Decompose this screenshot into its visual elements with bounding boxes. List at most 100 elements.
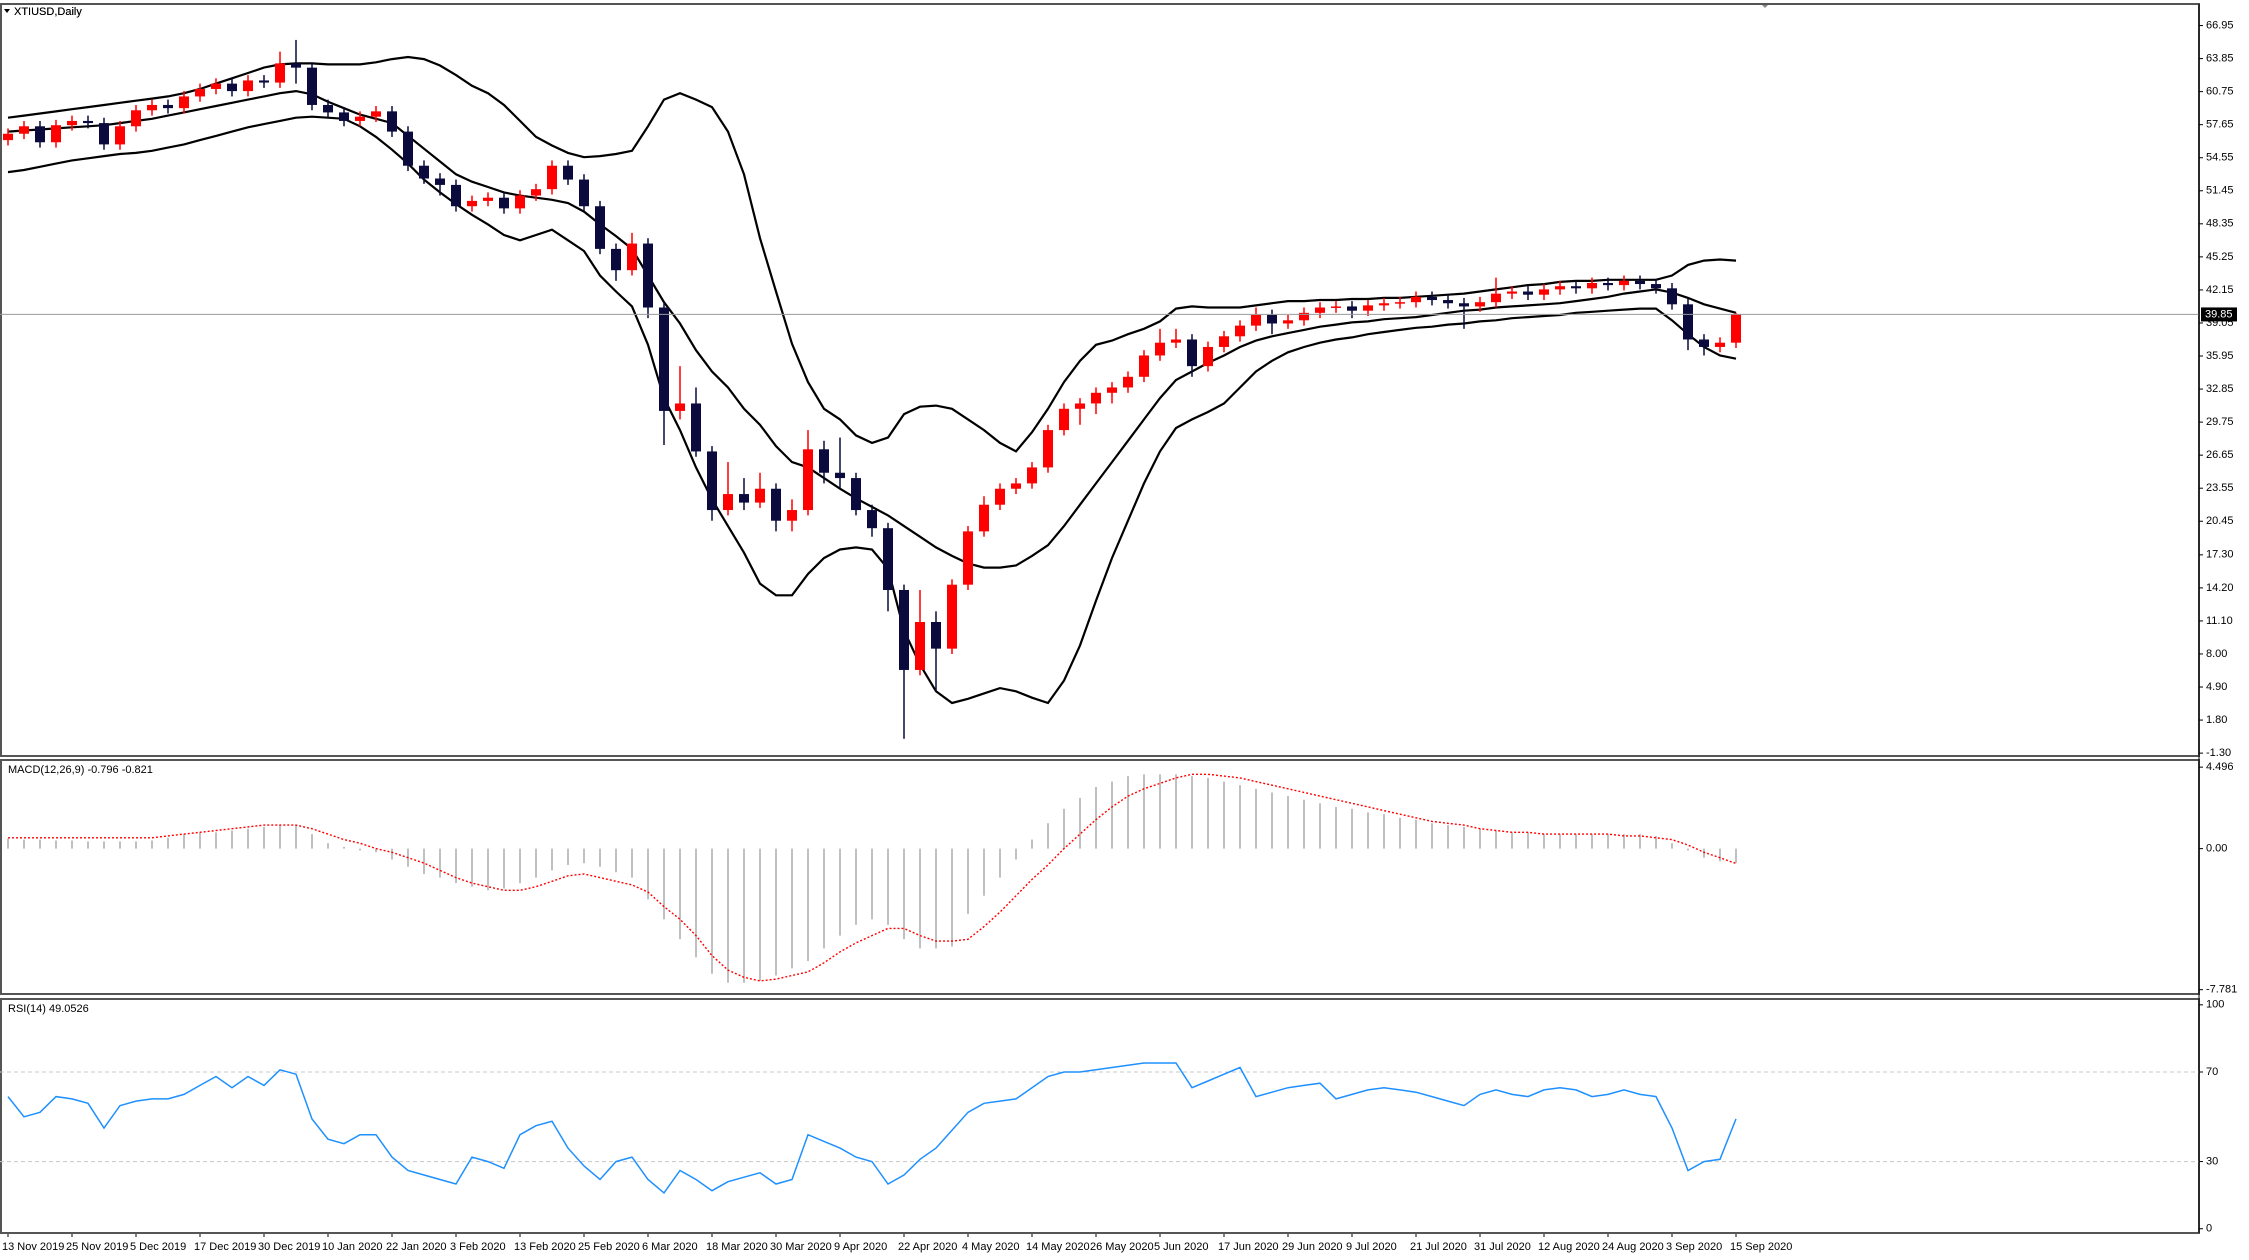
candle-body — [835, 472, 845, 479]
candle-body — [387, 111, 397, 132]
candle-body — [1651, 284, 1661, 289]
candle-body — [323, 104, 333, 113]
candle-body — [611, 248, 621, 271]
candle-body — [1715, 342, 1725, 347]
y-tick-label: 1.80 — [2206, 714, 2227, 726]
candle-body — [1571, 286, 1581, 289]
candle-body — [803, 449, 813, 511]
candle-body — [755, 488, 765, 503]
candle-body — [1619, 280, 1629, 286]
x-tick-label: 21 Jul 2020 — [1410, 1241, 1467, 1253]
candle-body — [883, 528, 893, 591]
x-tick-label: 12 Aug 2020 — [1538, 1241, 1600, 1253]
candle-body — [1251, 314, 1261, 326]
candle-body — [1443, 300, 1453, 304]
candle-body — [1395, 302, 1405, 304]
candle-body — [3, 133, 13, 141]
candle-body — [675, 403, 685, 411]
y-tick-label: 4.496 — [2206, 761, 2234, 773]
last-price-box — [2201, 307, 2237, 322]
candle-body — [819, 449, 829, 473]
y-tick-label: 0 — [2206, 1223, 2212, 1235]
candle-body — [1363, 305, 1373, 311]
candle-body — [1459, 303, 1469, 307]
candle-body — [947, 584, 957, 649]
candle-body — [371, 111, 381, 117]
candle-body — [851, 478, 861, 511]
candle-body — [83, 120, 93, 124]
candle-body — [579, 179, 589, 207]
candle-body — [499, 197, 509, 209]
candle-body — [1107, 387, 1117, 393]
y-tick-label: 42.15 — [2206, 284, 2234, 296]
candle-body — [419, 165, 429, 179]
x-tick-label: 18 Mar 2020 — [706, 1241, 768, 1253]
x-tick-label: 10 Jan 2020 — [322, 1241, 383, 1253]
candle-body — [1555, 286, 1565, 290]
candle-body — [339, 112, 349, 121]
y-tick-label: 32.85 — [2206, 383, 2234, 395]
candle-body — [147, 104, 157, 111]
candle-body — [771, 488, 781, 521]
candle-body — [563, 165, 573, 180]
candle-body — [163, 104, 173, 109]
candle-body — [1059, 408, 1069, 431]
candle-body — [1507, 291, 1517, 294]
candle-body — [227, 83, 237, 92]
candle-body — [931, 621, 941, 649]
x-tick-label: 5 Jun 2020 — [1154, 1241, 1208, 1253]
candle-body — [1603, 282, 1613, 286]
y-tick-label: -1.30 — [2206, 747, 2231, 759]
collapse-arrow[interactable] — [4, 9, 10, 13]
candle-body — [1539, 289, 1549, 295]
x-tick-label: 22 Apr 2020 — [898, 1241, 957, 1253]
x-tick-label: 9 Jul 2020 — [1346, 1241, 1397, 1253]
candle-body — [179, 96, 189, 109]
candle-body — [1731, 314, 1741, 343]
x-tick-label: 31 Jul 2020 — [1474, 1241, 1531, 1253]
candle-body — [691, 403, 701, 452]
y-tick-label: -7.781 — [2206, 984, 2237, 996]
candle-body — [867, 510, 877, 529]
candle-body — [19, 126, 29, 134]
candle-body — [1379, 303, 1389, 306]
candle-body — [707, 451, 717, 511]
candle-body — [1075, 403, 1085, 409]
candle-body — [739, 494, 749, 503]
candle-body — [99, 123, 109, 145]
chart-title: XTIUSD,Daily — [14, 6, 82, 18]
candle-body — [131, 110, 141, 127]
candle-body — [1283, 320, 1293, 324]
y-tick-label: 100 — [2206, 999, 2224, 1011]
candle-body — [659, 307, 669, 411]
y-tick-label: 17.30 — [2206, 549, 2234, 561]
rsi-line — [7, 1062, 1737, 1194]
x-tick-label: 3 Sep 2020 — [1666, 1241, 1722, 1253]
candle-body — [531, 189, 541, 196]
candle-body — [1683, 304, 1693, 340]
candle-body — [1203, 346, 1213, 367]
x-tick-label: 22 Jan 2020 — [386, 1241, 447, 1253]
candle-body — [67, 120, 77, 126]
x-tick-label: 13 Nov 2019 — [2, 1241, 64, 1253]
candle-body — [979, 504, 989, 532]
y-tick-label: 30 — [2206, 1155, 2218, 1167]
x-tick-label: 24 Aug 2020 — [1602, 1241, 1664, 1253]
y-tick-label: 60.75 — [2206, 86, 2234, 98]
candle-body — [291, 63, 301, 68]
y-tick-label: 48.35 — [2206, 218, 2234, 230]
candle-body — [355, 116, 365, 121]
candle-body — [1491, 293, 1501, 303]
x-tick-label: 4 May 2020 — [962, 1241, 1019, 1253]
y-tick-label: 51.45 — [2206, 185, 2234, 197]
candle-body — [1427, 296, 1437, 301]
candle-body — [243, 80, 253, 92]
candle-body — [483, 197, 493, 201]
candle-body — [1667, 288, 1677, 305]
candle-body — [1139, 355, 1149, 377]
x-tick-label: 17 Jun 2020 — [1218, 1241, 1279, 1253]
y-tick-label: 23.55 — [2206, 482, 2234, 494]
candle-body — [51, 125, 61, 143]
